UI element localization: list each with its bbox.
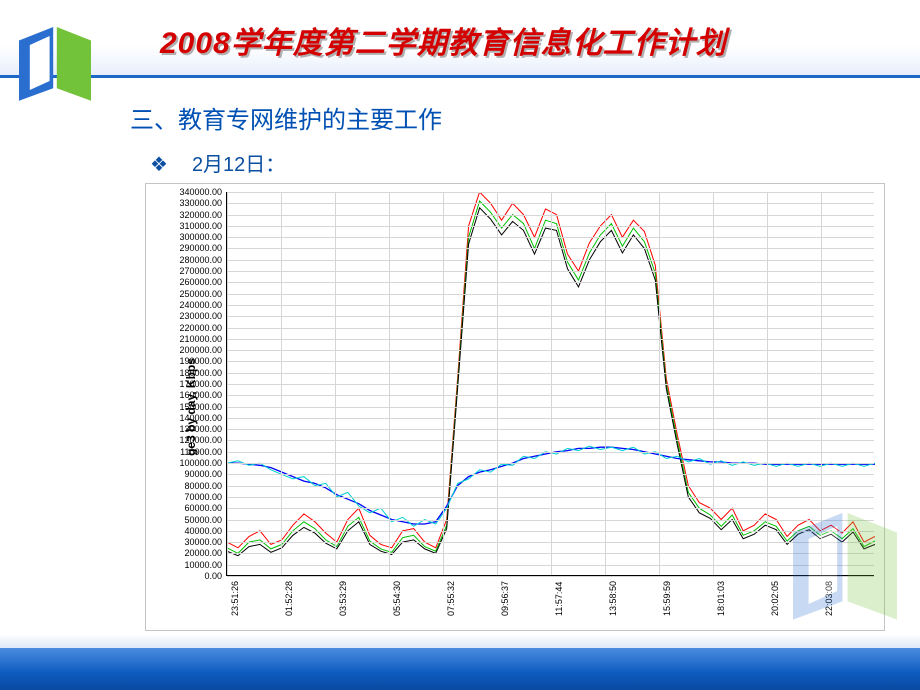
ytick-label: 270000.00 (164, 266, 222, 276)
ytick-label: 130000.00 (164, 424, 222, 434)
gridline-v (551, 192, 552, 575)
xtick-label: 13:58:50 (608, 581, 618, 616)
ytick-label: 90000.00 (164, 469, 222, 479)
ytick-label: 100000.00 (164, 458, 222, 468)
xtick-label: 01:52:28 (284, 581, 294, 616)
ytick-label: 330000.00 (164, 198, 222, 208)
ytick-label: 0.00 (164, 571, 222, 581)
ytick-label: 70000.00 (164, 492, 222, 502)
ytick-label: 60000.00 (164, 503, 222, 513)
ytick-label: 10000.00 (164, 560, 222, 570)
ytick-label: 220000.00 (164, 323, 222, 333)
gridline-h (227, 576, 874, 577)
xtick-label: 09:56:37 (500, 581, 510, 616)
ytick-label: 150000.00 (164, 402, 222, 412)
ytick-label: 180000.00 (164, 368, 222, 378)
footer-band (0, 648, 920, 690)
ytick-label: 30000.00 (164, 537, 222, 547)
ytick-label: 320000.00 (164, 210, 222, 220)
xtick-label: 05:54:30 (392, 581, 402, 616)
footer-light-band (0, 634, 920, 648)
ytick-label: 160000.00 (164, 390, 222, 400)
gridline-v (767, 192, 768, 575)
gridline-v (227, 192, 228, 575)
xtick-label: 23:51:26 (230, 581, 240, 616)
ytick-label: 140000.00 (164, 413, 222, 423)
ytick-label: 300000.00 (164, 232, 222, 242)
gridline-v (443, 192, 444, 575)
gridline-v (335, 192, 336, 575)
gridline-v (281, 192, 282, 575)
section-heading: 三、教育专网维护的主要工作 (130, 100, 442, 135)
ytick-label: 40000.00 (164, 526, 222, 536)
ytick-label: 190000.00 (164, 356, 222, 366)
ytick-label: 290000.00 (164, 243, 222, 253)
bullet-text: 2月12日： (192, 154, 285, 176)
ytick-label: 310000.00 (164, 221, 222, 231)
slide-title: 2008学年度第二学期教育信息化工作计划 (160, 18, 727, 62)
xtick-label: 18:01:03 (716, 581, 726, 616)
xtick-label: 03:53:29 (338, 581, 348, 616)
gridline-v (389, 192, 390, 575)
plot-area (226, 192, 874, 576)
xtick-label: 15:59:59 (662, 581, 672, 616)
ytick-label: 20000.00 (164, 548, 222, 558)
ytick-label: 250000.00 (164, 289, 222, 299)
gridline-v (659, 192, 660, 575)
xtick-label: 11:57:44 (554, 582, 564, 616)
ytick-label: 230000.00 (164, 311, 222, 321)
ytick-label: 120000.00 (164, 435, 222, 445)
gridline-v (497, 192, 498, 575)
gridline-v (605, 192, 606, 575)
ytick-label: 340000.00 (164, 187, 222, 197)
ytick-label: 110000.00 (164, 447, 222, 457)
traffic-chart: ge3 by day, Kbps 0.0010000.0020000.00300… (145, 183, 885, 631)
watermark-logo-icon (780, 500, 910, 630)
ytick-label: 260000.00 (164, 277, 222, 287)
ytick-label: 240000.00 (164, 300, 222, 310)
ytick-label: 210000.00 (164, 334, 222, 344)
ytick-label: 170000.00 (164, 379, 222, 389)
xtick-label: 20:02:05 (770, 581, 780, 616)
bullet-icon: ❖ (150, 154, 168, 176)
slide-logo-icon (10, 18, 100, 108)
ytick-label: 200000.00 (164, 345, 222, 355)
ytick-label: 50000.00 (164, 515, 222, 525)
ytick-label: 280000.00 (164, 255, 222, 265)
gridline-v (713, 192, 714, 575)
xtick-label: 07:55:32 (446, 581, 456, 616)
ytick-label: 80000.00 (164, 481, 222, 491)
bullet-row: ❖ 2月12日： (150, 148, 285, 177)
